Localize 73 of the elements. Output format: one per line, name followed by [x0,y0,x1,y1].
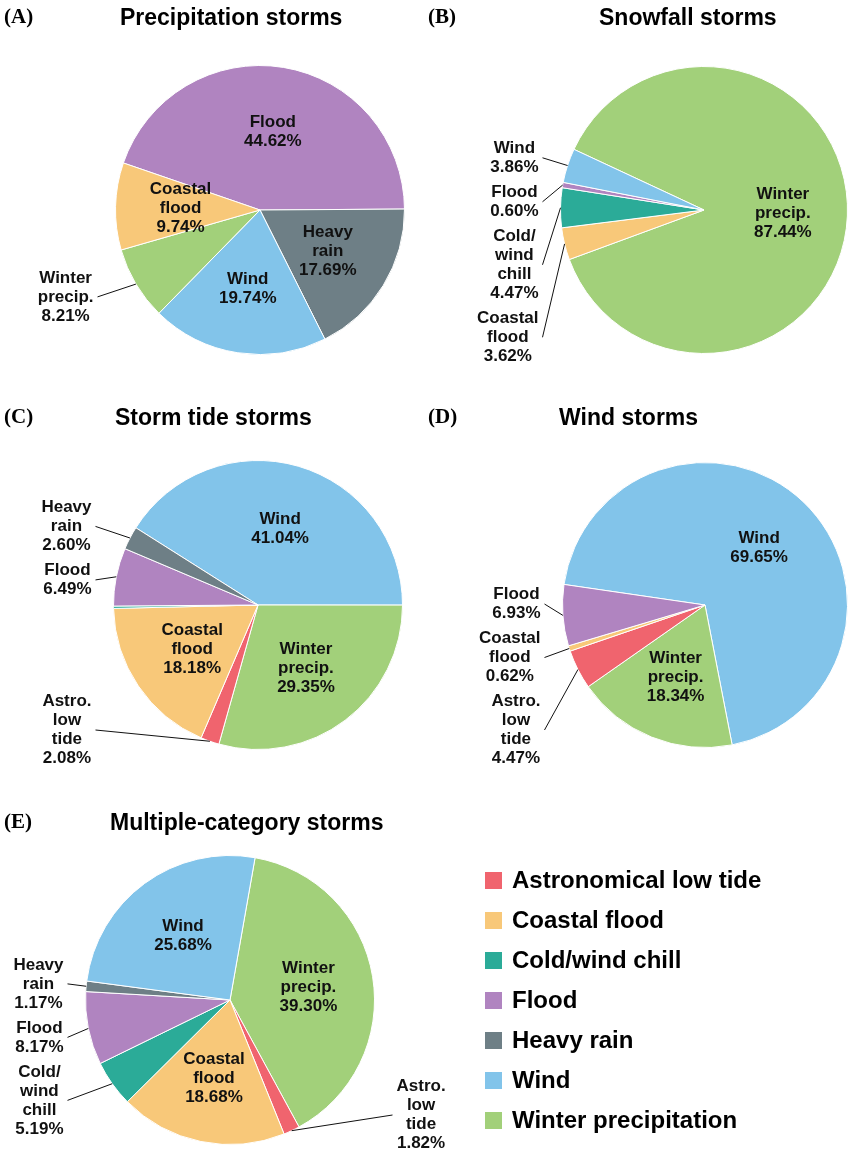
text: (E) [4,809,32,834]
slice-label: Wind [259,508,301,528]
data-label: 69.65% [730,547,788,567]
data-label: 0.60% [490,200,539,220]
data-label: 4.47% [491,748,541,768]
data-label: 6.93% [492,603,541,623]
slice-label: Flood [16,1017,63,1037]
slice-label: Astro. low tide [42,691,92,749]
slice-label: Heavy rain [41,497,93,536]
slice-label: Flood [491,181,538,201]
chart-title: Snowfall storms [599,4,777,31]
slice-label: Wind [162,916,204,936]
slice-label: Coastal flood [161,620,223,659]
chart-title: Precipitation storms [120,4,343,31]
data-label: 25.68% [154,935,212,955]
chart-title: Multiple-category storms [110,809,384,836]
slice-label: Coastal flood [183,1048,245,1087]
data-label: 3.86% [490,156,539,176]
data-label: 18.68% [185,1086,243,1106]
data-label: 17.69% [298,260,357,280]
category-label: Cold/wind chill [512,946,682,974]
slice-label: Wind [227,268,269,288]
data-label: 18.34% [646,686,705,706]
slice-label: Coastal flood [149,178,212,217]
slice-label: Astro. low tide [491,691,541,749]
slice-label: Cold/wind chill [18,1061,61,1119]
category-label: Flood [512,986,578,1014]
category-label: Astronomical low tide [512,866,762,894]
slice-label: Flood [493,584,540,604]
category-label: Heavy rain [512,1026,634,1054]
slice-label: Flood [44,560,91,580]
data-label: 4.47% [490,282,539,302]
data-label: 87.44% [754,222,812,241]
data-label: 2.60% [42,535,91,555]
text: (B) [428,4,456,29]
slice-label: Winter precip. [754,184,811,222]
data-label: 2.08% [42,748,92,768]
slice-label: Wind [493,137,536,157]
slice-label: Astro. low tide [396,1076,446,1134]
data-label: 9.74% [156,216,205,236]
slice-label: Winter precip. [280,957,337,996]
category-label: Coastal flood [512,906,665,934]
data-label: 1.17% [14,992,63,1012]
data-label: 18.18% [163,658,222,678]
data-label: 5.19% [15,1118,64,1138]
chart-title: Storm tide storms [115,404,312,431]
slice-label: Winter precip. [647,648,704,687]
data-label: 41.04% [251,527,309,547]
slice-label: Cold/wind chill [493,225,536,283]
data-label: 19.74% [218,287,277,307]
data-label: 44.62% [244,130,302,150]
category-label: Wind [512,1066,571,1094]
data-label: 8.21% [41,305,90,325]
slice-label: Heavy rain [302,222,354,261]
slice-label: Winter precip. [278,639,334,678]
slice-label: Coastal flood [477,307,539,346]
data-label: 1.82% [396,1133,446,1153]
data-label: 0.62% [485,666,534,686]
data-label: 29.35% [277,677,335,697]
slice-label: Coastal flood [479,628,541,667]
slice-label: Wind [738,528,780,548]
data-label: 39.30% [279,995,338,1015]
text: (A) [4,4,34,29]
data-label: 3.62% [483,345,532,365]
slice-label: Heavy rain [13,954,65,993]
slice-label: Flood [249,111,296,131]
category-label: Winter precipitation [512,1106,738,1134]
data-label: 6.49% [43,579,92,599]
text: (D) [428,404,458,429]
text: (C) [4,404,34,429]
data-label: 8.17% [15,1036,64,1056]
chart-title: Wind storms [559,404,699,431]
slice-label: Winter precip. [37,267,94,306]
